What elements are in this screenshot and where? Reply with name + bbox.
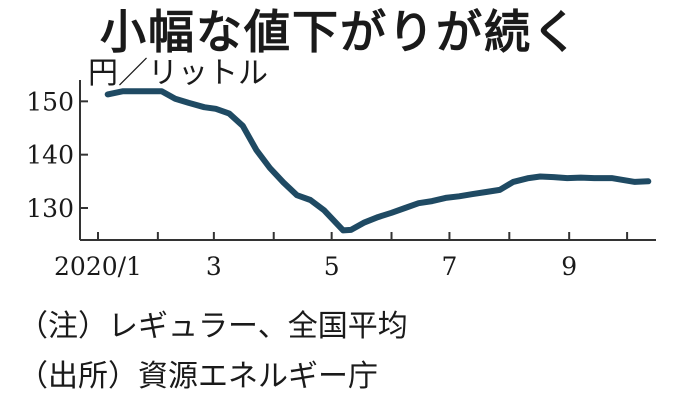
source-note: （出所）資源エネルギー庁: [18, 359, 378, 394]
chart-title: 小幅な値下がりが続く: [100, 5, 580, 59]
chart-axes: [79, 80, 656, 241]
x-tick-label: 5: [324, 252, 340, 281]
x-tick-label: 2020/1: [54, 252, 142, 281]
y-tick-label: 140: [26, 141, 74, 170]
chart-series: [104, 88, 652, 234]
x-tick-label: 7: [441, 252, 457, 281]
x-tick-label: 3: [206, 252, 222, 281]
x-tick-label: 9: [561, 252, 577, 281]
y-tick-label: 150: [26, 87, 74, 116]
footnote: （注）レギュラー、全国平均: [18, 309, 408, 344]
gasoline-price-line: [104, 88, 652, 234]
y-axis-unit-label: 円／リットル: [88, 56, 268, 91]
chart-ticks: 130 140 150 2020/1 3 5 7 9: [26, 87, 629, 281]
y-tick-label: 130: [26, 194, 74, 223]
